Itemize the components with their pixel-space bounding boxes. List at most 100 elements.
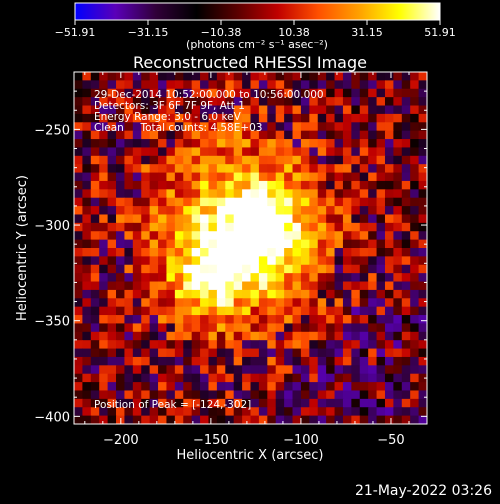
heatmap-cell xyxy=(149,264,159,274)
heatmap-cell xyxy=(174,155,184,165)
heatmap-cell xyxy=(292,256,302,266)
heatmap-cell xyxy=(200,264,210,274)
heatmap-cell xyxy=(166,88,176,98)
heatmap-cell xyxy=(410,415,420,424)
heatmap-cell xyxy=(300,180,310,190)
heatmap-cell xyxy=(351,130,361,140)
heatmap-cell xyxy=(124,214,134,224)
heatmap-cell xyxy=(216,147,226,157)
heatmap-cell xyxy=(334,398,344,408)
heatmap-cell xyxy=(82,331,92,341)
heatmap-cell xyxy=(292,298,302,308)
heatmap-cell xyxy=(200,323,210,333)
heatmap-cell xyxy=(258,390,268,400)
heatmap-cell xyxy=(359,122,369,132)
heatmap-cell xyxy=(141,172,151,182)
heatmap-cell xyxy=(359,239,369,249)
heatmap-cell xyxy=(200,214,210,224)
heatmap-cell xyxy=(124,365,134,375)
heatmap-cell xyxy=(225,340,235,350)
heatmap-cell xyxy=(342,222,352,232)
heatmap-cell xyxy=(191,88,201,98)
heatmap-cell xyxy=(242,281,252,291)
heatmap-cell xyxy=(376,122,386,132)
heatmap-cell xyxy=(326,323,336,333)
heatmap-cell xyxy=(292,323,302,333)
heatmap-cell xyxy=(334,298,344,308)
heatmap-cell xyxy=(74,365,83,375)
heatmap-cell xyxy=(183,105,193,115)
heatmap-cell xyxy=(82,239,92,249)
heatmap-cell xyxy=(418,315,427,325)
heatmap-cell xyxy=(292,164,302,174)
heatmap-cell xyxy=(410,105,420,115)
heatmap-cell xyxy=(359,365,369,375)
heatmap-cell xyxy=(191,273,201,283)
heatmap-cell xyxy=(242,323,252,333)
heatmap-cell xyxy=(174,130,184,140)
heatmap-cell xyxy=(258,356,268,366)
heatmap-cell xyxy=(393,273,403,283)
heatmap-cell xyxy=(90,206,100,216)
heatmap-cell xyxy=(141,197,151,207)
heatmap-cell xyxy=(74,189,83,199)
heatmap-cell xyxy=(359,222,369,232)
heatmap-cell xyxy=(191,340,201,350)
heatmap-cell xyxy=(300,273,310,283)
heatmap-cell xyxy=(225,180,235,190)
heatmap-cell xyxy=(267,97,277,107)
heatmap-cell xyxy=(225,390,235,400)
heatmap-cell xyxy=(300,390,310,400)
heatmap-cell xyxy=(250,206,260,216)
heatmap-cell xyxy=(418,248,427,257)
heatmap-cell xyxy=(418,281,427,291)
heatmap-cell xyxy=(258,348,268,358)
heatmap-cell xyxy=(376,214,386,224)
heatmap-cell xyxy=(82,398,92,408)
heatmap-cell xyxy=(208,88,218,98)
heatmap-cell xyxy=(317,281,327,291)
heatmap-cell xyxy=(200,147,210,157)
heatmap-cell xyxy=(158,281,168,291)
heatmap-cell xyxy=(216,298,226,308)
heatmap-cell xyxy=(200,105,210,115)
heatmap-cell xyxy=(158,264,168,274)
heatmap-cell xyxy=(124,248,134,257)
heatmap-cell xyxy=(208,348,218,358)
heatmap-cell xyxy=(149,331,159,341)
heatmap-cell xyxy=(116,398,126,408)
heatmap-cell xyxy=(401,348,411,358)
heatmap-cell xyxy=(267,197,277,207)
y-tick-label: −400 xyxy=(34,410,70,425)
heatmap-cell xyxy=(191,105,201,115)
heatmap-cell xyxy=(225,72,235,81)
heatmap-cell xyxy=(200,130,210,140)
heatmap-cell xyxy=(410,348,420,358)
heatmap-cell xyxy=(74,155,83,165)
heatmap-cell xyxy=(309,331,319,341)
heatmap-cell xyxy=(351,398,361,408)
heatmap-cell xyxy=(368,155,378,165)
heatmap-cell xyxy=(132,415,142,424)
heatmap-cell xyxy=(334,281,344,291)
chart-title: Reconstructed RHESSI Image xyxy=(133,53,367,72)
heatmap-cell xyxy=(82,306,92,316)
heatmap-cell xyxy=(74,97,83,107)
heatmap-cell xyxy=(309,72,319,81)
heatmap-cell xyxy=(200,298,210,308)
heatmap-cell xyxy=(317,273,327,283)
heatmap-cell xyxy=(250,248,260,257)
heatmap-cell xyxy=(90,373,100,383)
heatmap-cell xyxy=(174,289,184,299)
colorbar-gradient xyxy=(75,3,440,20)
heatmap-cell xyxy=(376,256,386,266)
heatmap-cell xyxy=(317,214,327,224)
heatmap-cell xyxy=(292,348,302,358)
heatmap-cell xyxy=(326,298,336,308)
heatmap-cell xyxy=(90,365,100,375)
heatmap-cell xyxy=(342,80,352,90)
heatmap-cell xyxy=(141,365,151,375)
heatmap-cell xyxy=(410,256,420,266)
heatmap-cell xyxy=(149,248,159,257)
heatmap-cell xyxy=(116,407,126,417)
